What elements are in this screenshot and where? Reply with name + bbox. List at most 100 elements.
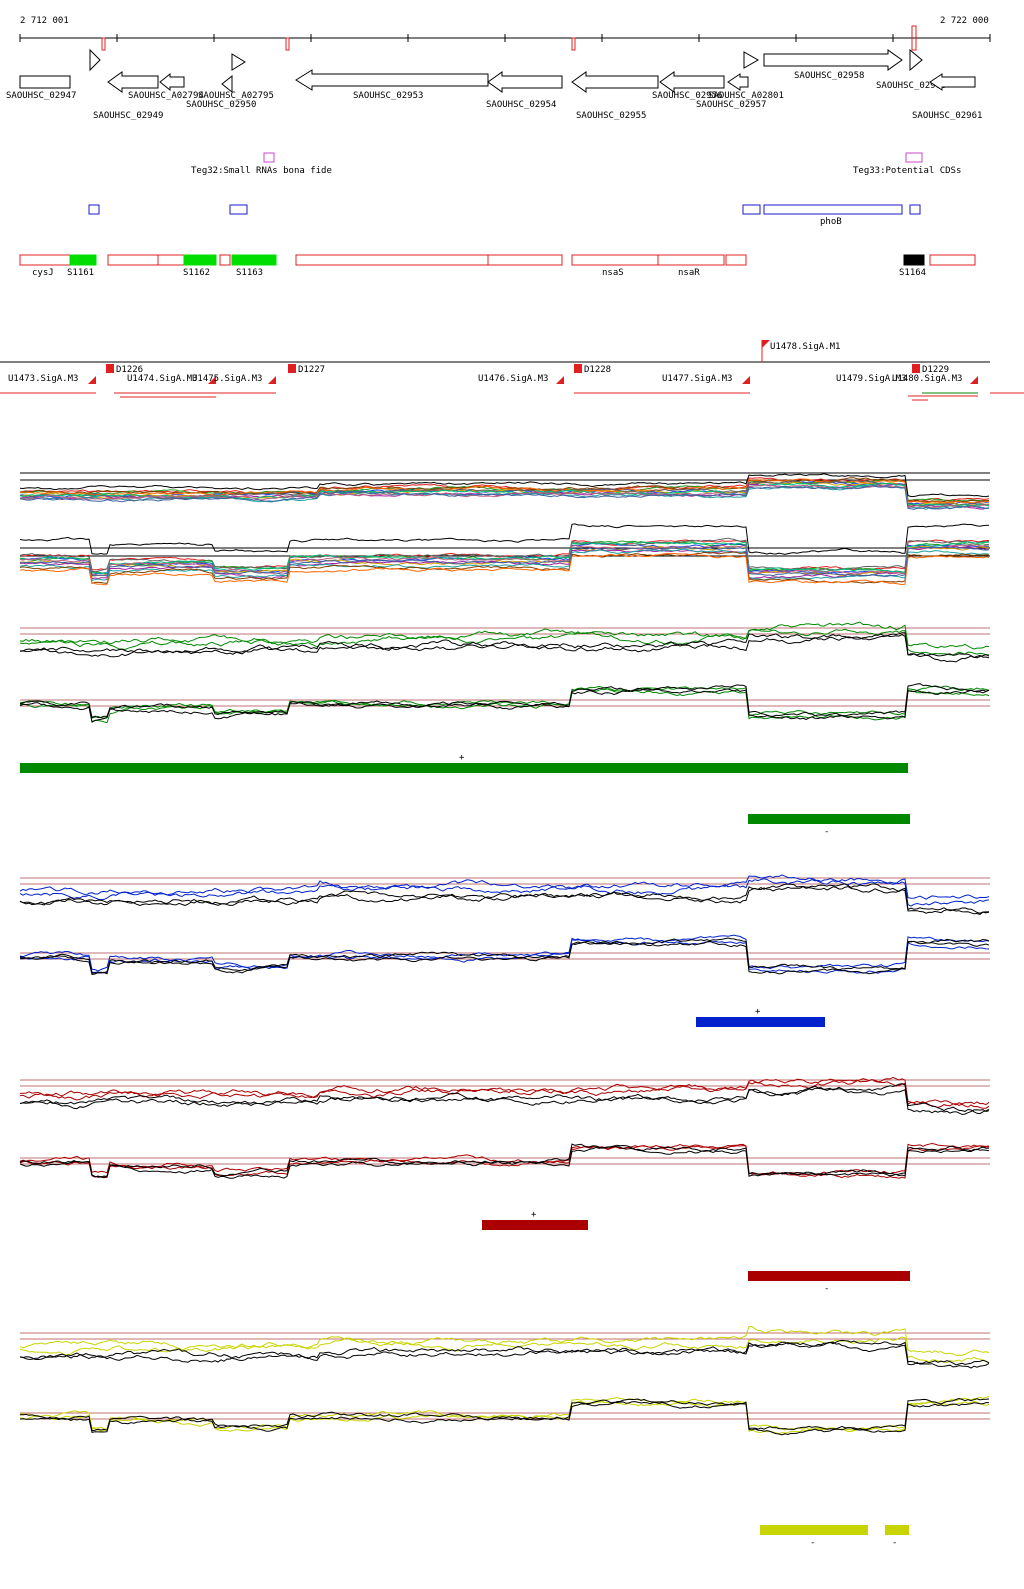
gene-arrow-02961[interactable] [929,73,976,91]
bar-sign: - [810,1538,815,1548]
condition-trace [19,632,990,659]
tu-label: U1479.SigA.M3 [836,374,906,384]
condition-trace [19,1078,990,1109]
srna-label: Teg33:Potential CDSs [853,166,961,176]
feature-box[interactable] [487,254,563,266]
gene-arrow-02958[interactable] [763,49,903,71]
condition-bar-green-minus[interactable] [748,814,910,824]
condition-bar-yellow-minus[interactable] [760,1525,868,1535]
feature-box[interactable] [725,254,747,266]
condition-trace [19,683,990,719]
gene-label: SAOUHSC_02961 [912,111,982,121]
feature-box-s1161[interactable] [69,254,97,266]
gene-label: SAOUHSC_02954 [486,100,556,110]
tiling-trace [19,473,990,498]
axis-marker [285,37,290,51]
feature-box-s1164[interactable] [903,254,925,266]
gene-label: SAOUHSC_02949 [93,111,163,121]
coordinate-axis: 2 712 001 2 722 000 [19,16,991,51]
gene-arrow-02949[interactable] [107,71,159,93]
condition-bar-yellow-minus[interactable] [885,1525,909,1535]
feature-box[interactable] [107,254,159,266]
gene-arrow-02950[interactable] [221,74,233,94]
tf-site-box[interactable] [742,204,761,215]
gene-arrow-02957[interactable] [743,51,760,69]
tu-label: U1478.SigA.M1 [770,342,840,352]
gene-label: SAOUHSC_02947 [6,91,76,101]
condition-trace [19,1341,990,1369]
tiling-trace [19,523,990,555]
condition-trace [19,874,990,900]
gene-arrow-02955[interactable] [571,71,659,93]
tu-flag[interactable] [288,364,296,373]
condition-trace [19,633,990,663]
condition-bar-blue-plus[interactable] [696,1017,825,1027]
tf-site-box[interactable] [88,204,100,215]
tu-label: D1229 [922,365,949,375]
feature-box-s1163[interactable] [231,254,277,266]
gene-label: SAOUHSC_02957 [696,100,766,110]
bar-sign: - [892,1538,897,1548]
feature-label: nsaS [602,268,624,278]
bar-sign: - [824,1284,829,1294]
tiling-panel-minus [19,523,990,586]
feature-box-nsar[interactable] [657,254,725,266]
condition-trace [19,883,990,914]
gene-arrow-02947[interactable] [19,75,71,89]
condition-trace [19,878,990,907]
srna-box-teg32[interactable] [263,152,275,163]
gene-arrow-small[interactable] [89,48,101,72]
feature-box-s1162[interactable] [183,254,217,266]
condition-bars: + - + + - - - [20,753,910,1548]
feature-box[interactable] [929,254,976,266]
tiling-trace [19,545,990,577]
tf-site-box[interactable] [909,204,921,215]
gene-arrow-02960[interactable] [909,48,923,72]
condition-trace [19,685,990,719]
gene-label: SAOUHSC_02950 [186,100,256,110]
tu-label: U1480.SigA.M3 [892,374,962,384]
tu-label: D1226 [116,365,143,375]
axis-marker [101,37,106,51]
tu-label: U1474.SigA.M3 [127,374,197,384]
axis-marker [571,37,576,51]
gene-arrow-a02801[interactable] [727,73,749,91]
feature-box[interactable] [295,254,489,266]
tiling-panel-plus [19,472,990,510]
tu-flag[interactable] [574,364,582,373]
condition-bar-green-plus[interactable] [20,763,908,773]
feature-label: cysJ [32,268,54,278]
feature-box-cysj[interactable] [19,254,71,266]
gene-arrow-02956[interactable] [659,71,725,93]
feature-box-nsas[interactable] [571,254,659,266]
bar-sign: + [755,1007,761,1017]
gene-label: SAOUHSC_A02795 [198,91,274,101]
condition-trace [19,688,990,723]
tf-site-box[interactable] [229,204,248,215]
srna-box-teg33[interactable] [905,152,923,163]
tu-label: U1477.SigA.M3 [662,374,732,384]
gene-arrow-02953[interactable] [295,69,489,91]
gene-arrow-a02794[interactable] [159,72,185,92]
transcription-unit-track: U1478.SigA.M1 U1473.SigA.M3 D1226 U1474.… [0,340,1024,401]
condition-trace [19,1143,990,1179]
tu-flag[interactable] [106,364,114,373]
condition-trace [19,687,990,724]
condition-trace [19,1396,990,1431]
axis-start-label: 2 712 001 [20,16,69,26]
gene-label: SAOUHSC_02958 [794,71,864,81]
condition-trace [19,1339,990,1366]
condition-bar-red-minus[interactable] [748,1271,910,1281]
tf-site-label: phoB [820,217,842,227]
tf-site-phob[interactable] [763,204,903,215]
feature-box[interactable] [219,254,231,266]
condition-bar-red-plus[interactable] [482,1220,588,1230]
tiling-trace [19,481,990,506]
feature-box[interactable] [157,254,185,266]
feature-label: S1164 [899,268,926,278]
tu-label: U1475.SigA.M3 [192,374,262,384]
gene-arrow-02954[interactable] [487,71,563,93]
bar-sign: - [824,827,829,837]
tu-flag[interactable] [912,364,920,373]
gene-arrow-a02795[interactable] [231,53,246,71]
